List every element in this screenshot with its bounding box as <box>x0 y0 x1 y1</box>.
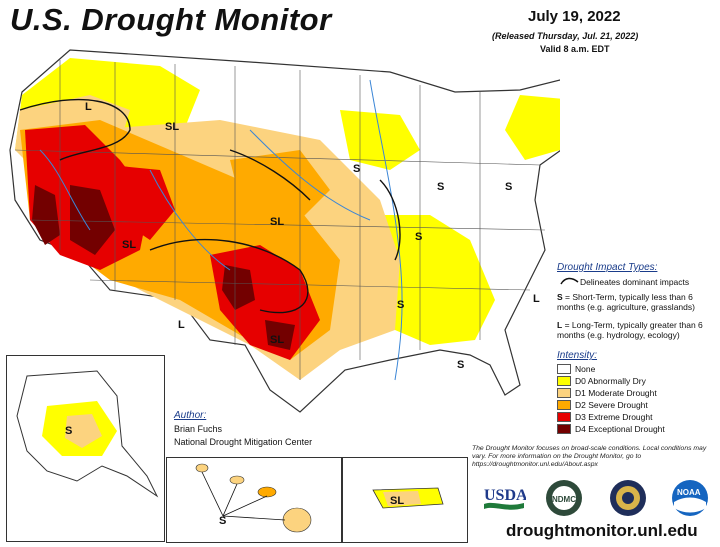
conus-drought-map: L SL SL SL SL L S S S S S S L S <box>9 49 560 413</box>
impact-label-l: L <box>533 293 540 305</box>
d0-area-northeast <box>505 95 560 160</box>
d4-area-california <box>32 185 60 245</box>
usda-logo-text: USDA <box>484 487 526 504</box>
map-title: U.S. Drought Monitor <box>10 2 332 37</box>
legend-d3-label: D3 Extreme Drought <box>575 412 653 422</box>
impact-label-sl: SL <box>270 334 284 346</box>
hawaii-island-maui <box>257 486 277 498</box>
d4-area-south-texas <box>265 320 295 350</box>
noaa-logo: NOAA <box>670 478 710 518</box>
impact-boundaries <box>19 98 401 314</box>
impact-line-sample <box>560 277 579 285</box>
hawaii-island-oahu <box>229 475 245 485</box>
impact-label-s: S <box>353 163 360 175</box>
release-date: (Released Thursday, Jul. 21, 2022) <box>492 31 639 41</box>
impact-label-s: S <box>437 181 444 193</box>
legend-d0-label: D0 Abnormally Dry <box>575 376 646 386</box>
alaska-d1-area <box>65 414 102 448</box>
valid-time: Valid 8 a.m. EDT <box>540 44 610 54</box>
impact-label-s: S <box>505 181 512 193</box>
swatch-none <box>557 364 571 374</box>
usda-logo: USDA <box>482 482 528 512</box>
d4-area-texas <box>222 265 255 310</box>
impact-short-term-key: S <box>557 292 563 302</box>
hawaii-island-big <box>282 507 312 533</box>
hawaii-impact-lines <box>201 471 286 521</box>
impact-label-s: S <box>65 425 72 437</box>
impact-label-s: S <box>219 515 226 527</box>
impact-label-s: S <box>397 299 404 311</box>
d4-area-nevada <box>70 185 115 255</box>
alaska-inset: S <box>6 355 165 503</box>
impact-long-term: L = Long-Term, typically greater than 6 … <box>557 320 717 340</box>
impact-label-l: L <box>178 319 185 331</box>
state-boundaries <box>14 60 546 380</box>
impact-short-term: S = Short-Term, typically less than 6 mo… <box>557 292 717 312</box>
impact-label-s: S <box>415 231 422 243</box>
alaska-aleutians <box>6 501 165 542</box>
author-org: National Drought Mitigation Center <box>174 437 313 447</box>
legend-d2-label: D2 Severe Drought <box>575 400 648 410</box>
impact-long-term-key: L <box>557 320 563 330</box>
puerto-rico-inset: SL <box>342 457 468 543</box>
ndmc-logo-text: NDMC <box>552 495 576 504</box>
legend-none-label: None <box>575 364 596 374</box>
impact-long-term-text: = Long-Term, typically greater than 6 mo… <box>557 320 703 340</box>
swatch-d0 <box>557 376 571 386</box>
impact-label-sl: SL <box>165 121 179 133</box>
author-heading: Author: <box>174 410 207 421</box>
author-name: Brian Fuchs <box>174 424 223 434</box>
intensity-legend: None D0 Abnormally Dry D1 Moderate Droug… <box>557 364 717 444</box>
ndmc-logo: NDMC <box>544 478 584 518</box>
impact-label-sl: SL <box>270 216 284 228</box>
puerto-rico-d1-area <box>383 491 421 506</box>
d2-area-north-plains <box>230 150 330 220</box>
swatch-d3 <box>557 412 571 422</box>
noaa-logo-text: NOAA <box>677 488 701 497</box>
disclaimer-note: The Drought Monitor focuses on broad-sca… <box>472 445 707 468</box>
swatch-d4 <box>557 424 571 434</box>
website-url: droughtmonitor.unl.edu <box>506 521 698 540</box>
legend-d1-label: D1 Moderate Drought <box>575 388 657 398</box>
impact-label-s: S <box>457 359 464 371</box>
swatch-d2 <box>557 400 571 410</box>
hawaii-inset: S <box>166 457 342 543</box>
hawaii-island-kauai <box>195 463 209 473</box>
seal-logo <box>608 478 648 518</box>
impact-label-sl: SL <box>390 495 404 507</box>
legend-d4-label: D4 Exceptional Drought <box>575 424 665 434</box>
map-date: July 19, 2022 <box>528 8 621 25</box>
impact-delineates-label: Delineates dominant impacts <box>580 277 690 287</box>
intensity-legend-heading: Intensity: <box>557 350 598 361</box>
impact-label-l: L <box>85 101 92 113</box>
impact-short-term-text: = Short-Term, typically less than 6 mont… <box>557 292 695 312</box>
swatch-d1 <box>557 388 571 398</box>
d0-area-east <box>370 215 495 345</box>
rivers <box>39 79 403 381</box>
d3-area-great-basin <box>110 165 175 240</box>
impact-legend-heading: Drought Impact Types: <box>557 262 658 273</box>
impact-label-sl: SL <box>122 239 136 251</box>
